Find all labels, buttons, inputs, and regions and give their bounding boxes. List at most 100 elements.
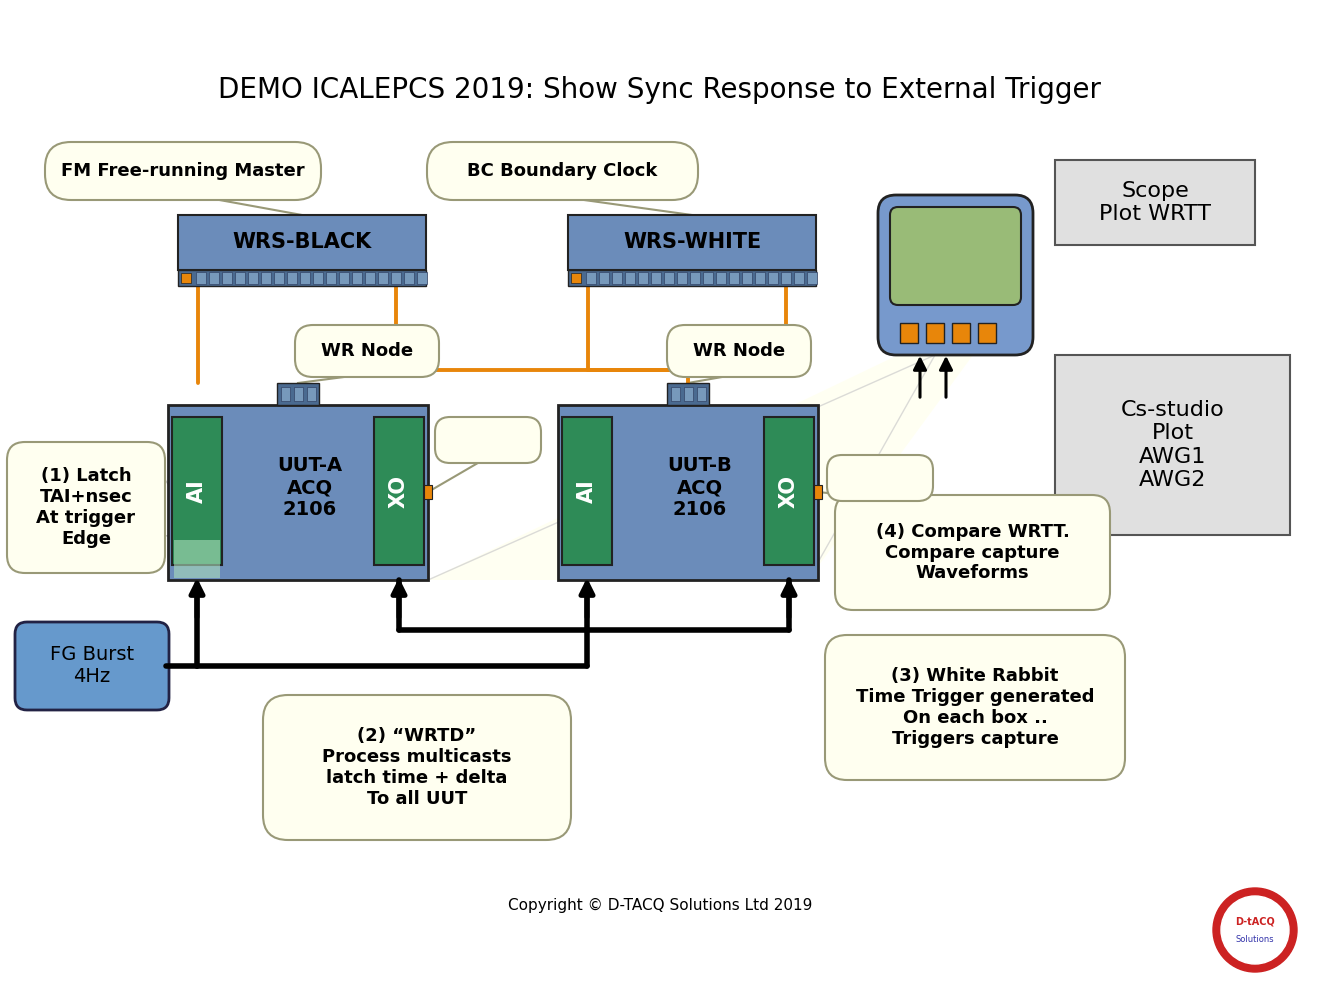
FancyBboxPatch shape bbox=[263, 695, 572, 840]
FancyBboxPatch shape bbox=[427, 142, 699, 200]
Bar bbox=[638, 272, 648, 284]
Text: D-tACQ: D-tACQ bbox=[1236, 917, 1275, 927]
Circle shape bbox=[1213, 888, 1297, 972]
Bar bbox=[562, 417, 613, 565]
Text: WRS-BLACK: WRS-BLACK bbox=[233, 232, 372, 253]
Bar bbox=[691, 272, 700, 284]
FancyBboxPatch shape bbox=[826, 635, 1125, 780]
Bar bbox=[729, 272, 740, 284]
Bar bbox=[978, 323, 996, 343]
Bar bbox=[179, 270, 426, 286]
Bar bbox=[684, 387, 693, 401]
Text: WRS-WHITE: WRS-WHITE bbox=[623, 232, 761, 253]
Text: UUT-A
ACQ
2106: UUT-A ACQ 2106 bbox=[278, 456, 343, 519]
Bar bbox=[613, 272, 622, 284]
Bar bbox=[568, 270, 816, 286]
Bar bbox=[1054, 355, 1290, 535]
Bar bbox=[651, 272, 662, 284]
FancyBboxPatch shape bbox=[667, 325, 811, 377]
Text: (1) Latch
TAI+nsec
At trigger
Edge: (1) Latch TAI+nsec At trigger Edge bbox=[37, 467, 135, 548]
Bar bbox=[325, 272, 336, 284]
FancyBboxPatch shape bbox=[295, 325, 439, 377]
Bar bbox=[671, 387, 680, 401]
Bar bbox=[953, 323, 970, 343]
Text: UUT-B
ACQ
2106: UUT-B ACQ 2106 bbox=[668, 456, 733, 519]
Text: (4) Compare WRTT.
Compare capture
Waveforms: (4) Compare WRTT. Compare capture Wavefo… bbox=[876, 523, 1069, 582]
Bar bbox=[781, 272, 791, 284]
Bar bbox=[294, 387, 303, 401]
Bar bbox=[767, 272, 778, 284]
Bar bbox=[417, 272, 427, 284]
Bar bbox=[392, 272, 401, 284]
Bar bbox=[365, 272, 374, 284]
FancyBboxPatch shape bbox=[878, 195, 1033, 355]
Bar bbox=[378, 272, 388, 284]
FancyBboxPatch shape bbox=[15, 622, 169, 710]
Bar bbox=[247, 272, 258, 284]
Text: (3) White Rabbit
Time Trigger generated
On each box ..
Triggers capture: (3) White Rabbit Time Trigger generated … bbox=[856, 668, 1094, 748]
Bar bbox=[172, 417, 222, 565]
Bar bbox=[586, 272, 595, 284]
Bar bbox=[209, 272, 220, 284]
Bar bbox=[168, 405, 429, 580]
Bar bbox=[423, 485, 433, 499]
FancyBboxPatch shape bbox=[435, 417, 541, 463]
Bar bbox=[274, 272, 284, 284]
Bar bbox=[175, 540, 220, 578]
Bar bbox=[703, 272, 713, 284]
Bar bbox=[794, 272, 804, 284]
Text: XO: XO bbox=[389, 474, 409, 508]
Bar bbox=[926, 323, 945, 343]
Bar bbox=[307, 387, 316, 401]
Bar bbox=[814, 485, 822, 499]
Text: WRTT: WRTT bbox=[459, 431, 517, 449]
Bar bbox=[624, 272, 635, 284]
Bar bbox=[572, 273, 581, 283]
FancyBboxPatch shape bbox=[827, 455, 933, 501]
Text: BC Boundary Clock: BC Boundary Clock bbox=[467, 162, 658, 180]
Bar bbox=[179, 215, 426, 270]
Text: WR Node: WR Node bbox=[693, 342, 785, 360]
Text: XO: XO bbox=[779, 474, 799, 508]
Text: Copyright © D-TACQ Solutions Ltd 2019: Copyright © D-TACQ Solutions Ltd 2019 bbox=[508, 898, 812, 913]
Bar bbox=[807, 272, 818, 284]
Bar bbox=[196, 272, 206, 284]
Bar bbox=[277, 383, 319, 405]
Polygon shape bbox=[429, 355, 972, 580]
Bar bbox=[339, 272, 349, 284]
Bar bbox=[697, 387, 706, 401]
Bar bbox=[280, 387, 290, 401]
Bar bbox=[558, 405, 818, 580]
Bar bbox=[261, 272, 271, 284]
Bar bbox=[222, 272, 232, 284]
Text: FG Burst
4Hz: FG Burst 4Hz bbox=[50, 646, 134, 686]
Circle shape bbox=[1221, 896, 1289, 964]
Text: DEMO ICALEPCS 2019: Show Sync Response to External Trigger: DEMO ICALEPCS 2019: Show Sync Response t… bbox=[218, 76, 1102, 104]
Text: AI: AI bbox=[187, 479, 206, 503]
FancyBboxPatch shape bbox=[45, 142, 321, 200]
FancyBboxPatch shape bbox=[835, 495, 1110, 610]
FancyBboxPatch shape bbox=[890, 207, 1021, 305]
Text: WR Node: WR Node bbox=[321, 342, 413, 360]
Bar bbox=[900, 323, 918, 343]
Bar bbox=[314, 272, 323, 284]
Bar bbox=[374, 417, 423, 565]
Bar bbox=[287, 272, 296, 284]
Bar bbox=[599, 272, 609, 284]
Bar bbox=[181, 273, 191, 283]
Bar bbox=[352, 272, 363, 284]
Bar bbox=[742, 272, 751, 284]
Text: FM Free-running Master: FM Free-running Master bbox=[61, 162, 304, 180]
Bar bbox=[763, 417, 814, 565]
Text: Solutions: Solutions bbox=[1236, 935, 1274, 944]
Bar bbox=[1054, 160, 1256, 245]
Text: WRTT: WRTT bbox=[851, 469, 909, 487]
Bar bbox=[755, 272, 765, 284]
Text: (2) “WRTD”
Process multicasts
latch time + delta
To all UUT: (2) “WRTD” Process multicasts latch time… bbox=[323, 727, 512, 807]
Bar bbox=[300, 272, 310, 284]
Bar bbox=[716, 272, 726, 284]
Text: Cs-studio
Plot
AWG1
AWG2: Cs-studio Plot AWG1 AWG2 bbox=[1121, 400, 1224, 490]
Bar bbox=[667, 383, 709, 405]
Bar bbox=[568, 215, 816, 270]
Text: AI: AI bbox=[577, 479, 597, 503]
